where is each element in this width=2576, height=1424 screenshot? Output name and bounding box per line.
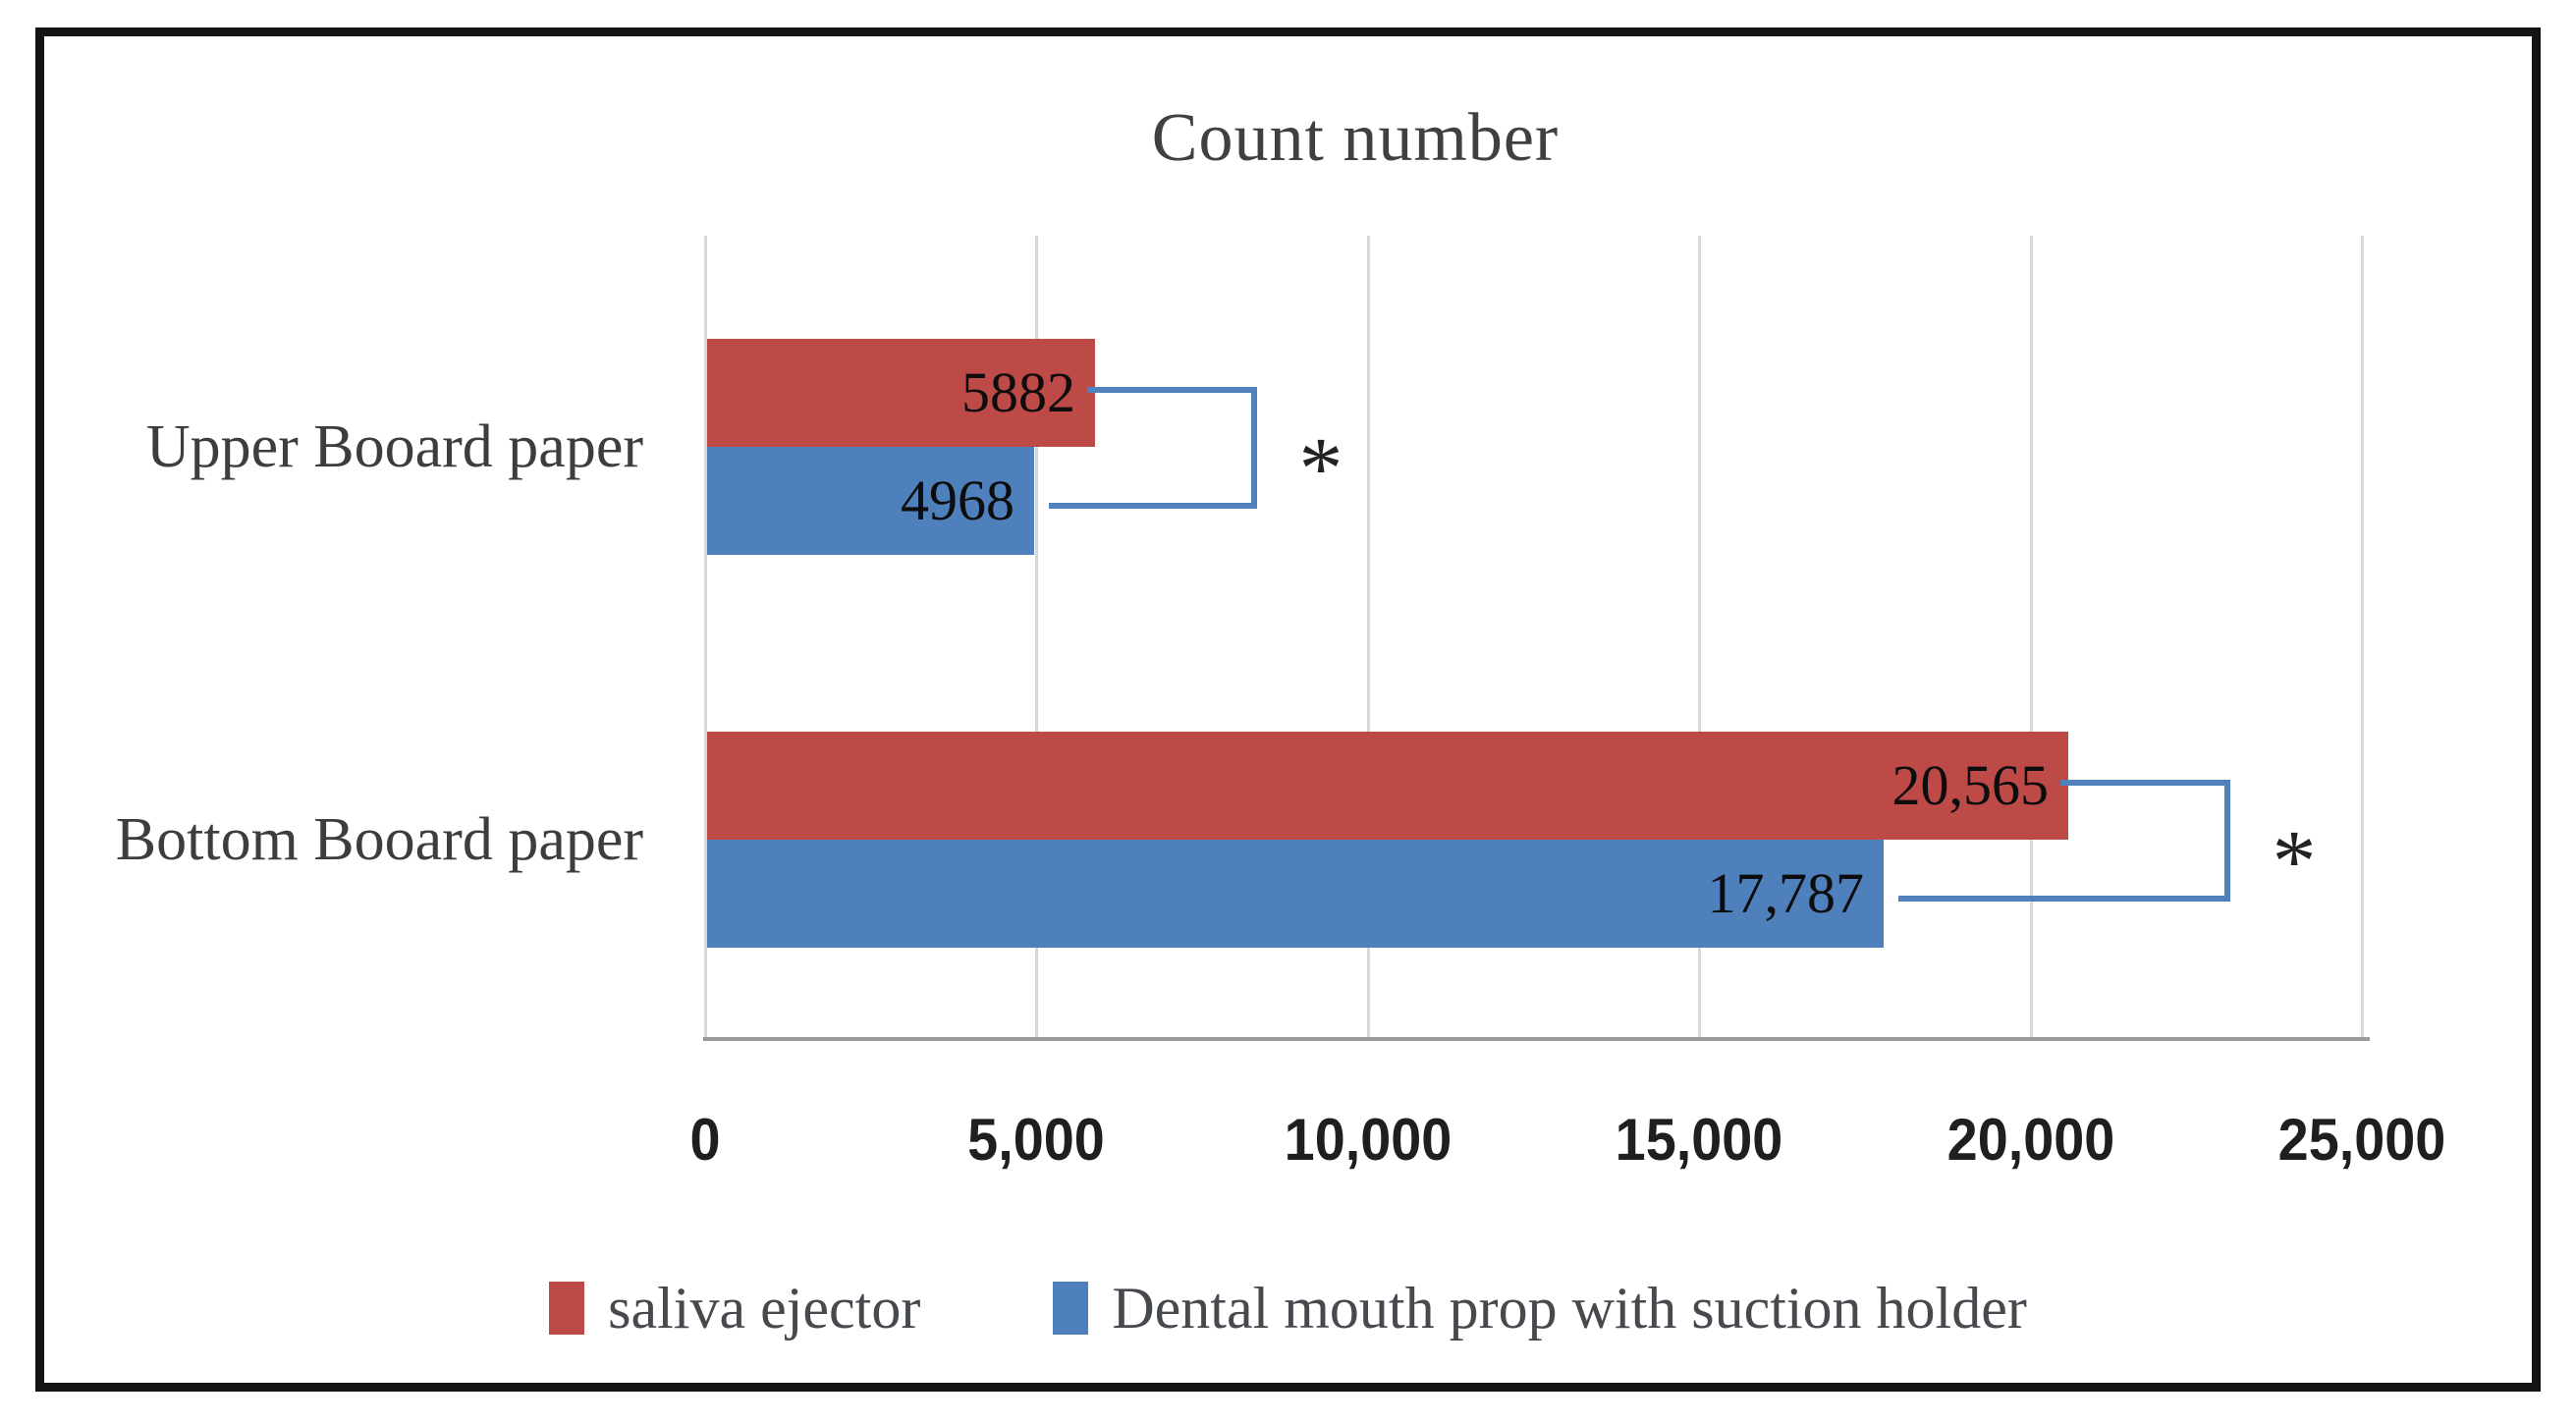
x-tick-label: 10,000 <box>1284 1107 1452 1173</box>
bar-value-label: 20,565 <box>1891 753 2050 817</box>
x-tick-label: 5,000 <box>967 1107 1106 1173</box>
significance-bracket <box>2224 780 2230 902</box>
bar-value-label: 4968 <box>901 468 1014 532</box>
gridline <box>1698 236 1702 1039</box>
legend-label: Dental mouth prop with suction holder <box>1112 1275 2027 1341</box>
bar-mouth-prop <box>707 447 1034 555</box>
bar-value-label: 17,787 <box>1707 861 1865 925</box>
x-tick-label: 15,000 <box>1615 1107 1783 1173</box>
significance-asterisk: * <box>1298 419 1343 518</box>
gridline <box>2029 236 2033 1039</box>
chart-title: Count number <box>1151 100 1560 176</box>
bar-mouth-prop <box>707 840 1884 948</box>
legend-item: Dental mouth prop with suction holder <box>1053 1275 2027 1342</box>
category-label: Bottom Booard paper <box>115 806 643 873</box>
gridline <box>1035 236 1039 1039</box>
legend-label: saliva ejector <box>608 1275 921 1341</box>
bar-saliva-ejector <box>707 732 2068 840</box>
significance-bracket <box>2060 780 2230 786</box>
legend-swatch-icon <box>1053 1282 1089 1335</box>
legend: saliva ejector Dental mouth prop with suc… <box>0 1269 2576 1347</box>
legend-swatch-icon <box>549 1282 585 1335</box>
gridline <box>704 236 707 1039</box>
bar-saliva-ejector <box>707 339 1095 447</box>
legend-item: saliva ejector <box>549 1275 920 1342</box>
x-tick-label: 20,000 <box>1946 1107 2114 1173</box>
gridline <box>1366 236 1370 1039</box>
x-axis-line <box>703 1037 2370 1041</box>
significance-bracket <box>1898 896 2230 902</box>
significance-bracket <box>1049 503 1257 509</box>
chart-border <box>35 27 2541 1392</box>
category-label: Upper Booard paper <box>145 413 643 480</box>
x-tick-label: 25,000 <box>2277 1107 2446 1173</box>
gridline <box>2361 236 2364 1039</box>
significance-bracket <box>1251 387 1257 509</box>
x-tick-label: 0 <box>689 1107 721 1173</box>
significance-bracket <box>1087 387 1257 393</box>
bar-value-label: 5882 <box>961 360 1075 424</box>
significance-asterisk: * <box>2272 812 2317 910</box>
